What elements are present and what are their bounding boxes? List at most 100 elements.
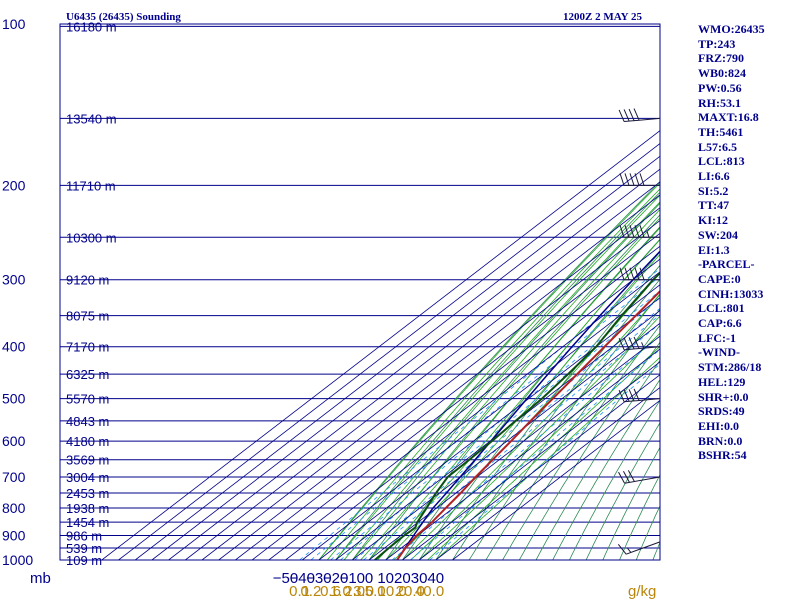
dry-adiabat (435, 264, 660, 560)
wind-barb (619, 225, 660, 238)
stat-item: LI:6.6 (698, 169, 730, 184)
isotherm-line (134, 155, 660, 560)
barb-staff (624, 346, 661, 351)
wind-barbs (617, 108, 661, 555)
mixing-ratio-tick-label: 1.0 (330, 583, 351, 600)
stat-item: BSHR:54 (698, 448, 747, 463)
dry-adiabat (318, 180, 660, 560)
isotherm-line (118, 142, 660, 560)
isotherm-line (368, 335, 660, 560)
temperature-tick-label: 0 (365, 570, 373, 587)
moist-adiabat (435, 356, 660, 560)
stat-item: PW:0.56 (698, 80, 742, 95)
pressure-tick-label: 400 (2, 339, 26, 355)
pressure-tick-label: 200 (2, 177, 26, 193)
isotherm-line (268, 258, 660, 560)
height-tick-label: 16180 m (66, 19, 117, 34)
barb-flag (619, 173, 625, 186)
isotherm-line (285, 271, 660, 560)
height-tick-label: 3569 m (66, 453, 109, 468)
moist-adiabat (326, 188, 660, 560)
mixing-ratio-line (374, 322, 660, 560)
mixing-ratio-tick-label: 0.2 (300, 583, 321, 600)
dry-adiabat (468, 293, 660, 560)
isotherm-line (168, 181, 660, 560)
temperature-tick-label: −20 (323, 570, 348, 587)
stat-item: LCL:813 (698, 154, 745, 169)
stat-item: WB0:824 (698, 66, 746, 81)
pressure-tick-label: 900 (2, 527, 26, 543)
mixing-ratio-tick-label: 20.0 (396, 583, 425, 600)
barb-flag (628, 108, 635, 121)
barb-flag (628, 337, 635, 350)
dry-adiabat (535, 359, 660, 560)
stat-item: -PARCEL- (698, 257, 755, 272)
barb-flag (618, 109, 625, 122)
x-unit-label: mb (30, 570, 51, 587)
stat-item: CAPE:0 (698, 271, 741, 286)
isotherm-line (251, 245, 660, 560)
temperature-tick-label: 30 (411, 570, 428, 587)
barb-flag (629, 225, 635, 238)
stat-item: RH:53.1 (698, 95, 741, 110)
pressure-tick-label: 1000 (2, 552, 33, 568)
barb-flag (634, 225, 640, 238)
mixing-ratio-line (391, 335, 660, 560)
mixing-ratio-tick-label: 40.0 (415, 583, 444, 600)
dewpoint-trace (374, 271, 660, 560)
height-tick-label: 6325 m (66, 367, 109, 382)
stat-item: BRN:0.0 (698, 433, 743, 448)
height-tick-label: 4180 m (66, 434, 109, 449)
moist-adiabat (418, 332, 660, 560)
stat-item: CINH:13033 (698, 286, 764, 301)
barb-flag (618, 338, 625, 351)
pressure-tick-label: 100 (2, 16, 26, 32)
wind-barb (619, 267, 660, 281)
barb-flag (627, 470, 635, 482)
barb-flag (624, 173, 630, 186)
temperature-tick-label: 20 (394, 570, 411, 587)
mixing-unit-label: g/kg (628, 583, 656, 600)
moist-adiabat (335, 194, 660, 560)
wind-barb (618, 470, 661, 484)
barb-flag (633, 336, 640, 349)
barb-flag (639, 173, 645, 186)
wind-barb (618, 388, 661, 403)
stat-item: TT:47 (698, 198, 730, 213)
barb-half-flag (641, 342, 645, 349)
dry-adiabat (518, 341, 660, 560)
mixing-ratio-line (310, 275, 660, 560)
stat-item: SW:204 (698, 227, 739, 242)
stat-item: EHI:0.0 (698, 418, 740, 433)
isotherm-line (352, 322, 660, 560)
stat-item: TP:243 (698, 36, 736, 51)
height-tick-label: 4843 m (66, 414, 109, 429)
barb-flag (634, 267, 640, 280)
isotherm-line (335, 309, 660, 560)
mixing-ratio-line (340, 297, 660, 560)
dry-adiabat (619, 473, 660, 560)
isotherm-line (318, 297, 660, 560)
barb-staff (626, 541, 661, 555)
wind-barb (619, 173, 660, 186)
pressure-tick-label: 600 (2, 433, 26, 449)
barb-flag (617, 543, 627, 555)
stat-item: WMO:26435 (698, 22, 765, 36)
mixing-ratio-line (429, 363, 660, 560)
height-tick-label: 5570 m (66, 392, 109, 407)
stat-item: SRDS:49 (698, 404, 745, 419)
stat-item: MAXT:16.8 (698, 110, 759, 125)
stat-item: KI:12 (698, 213, 728, 228)
mixing-ratio-line (410, 349, 660, 560)
isotherm-line (235, 232, 660, 560)
mixing-ratio-tick-label: 10.0 (378, 583, 407, 600)
barb-flag (639, 267, 645, 280)
temperature-tick-label: −30 (306, 570, 331, 587)
moist-adiabat (351, 208, 660, 560)
height-tick-label: 109 m (66, 553, 102, 568)
mixing-ratio-tick-label: 5.0 (365, 583, 386, 600)
barb-staff (624, 398, 661, 403)
barb-staff (624, 117, 661, 123)
mixing-ratio-tick-label: 0.1 (289, 583, 310, 600)
grid-lines (60, 25, 660, 560)
